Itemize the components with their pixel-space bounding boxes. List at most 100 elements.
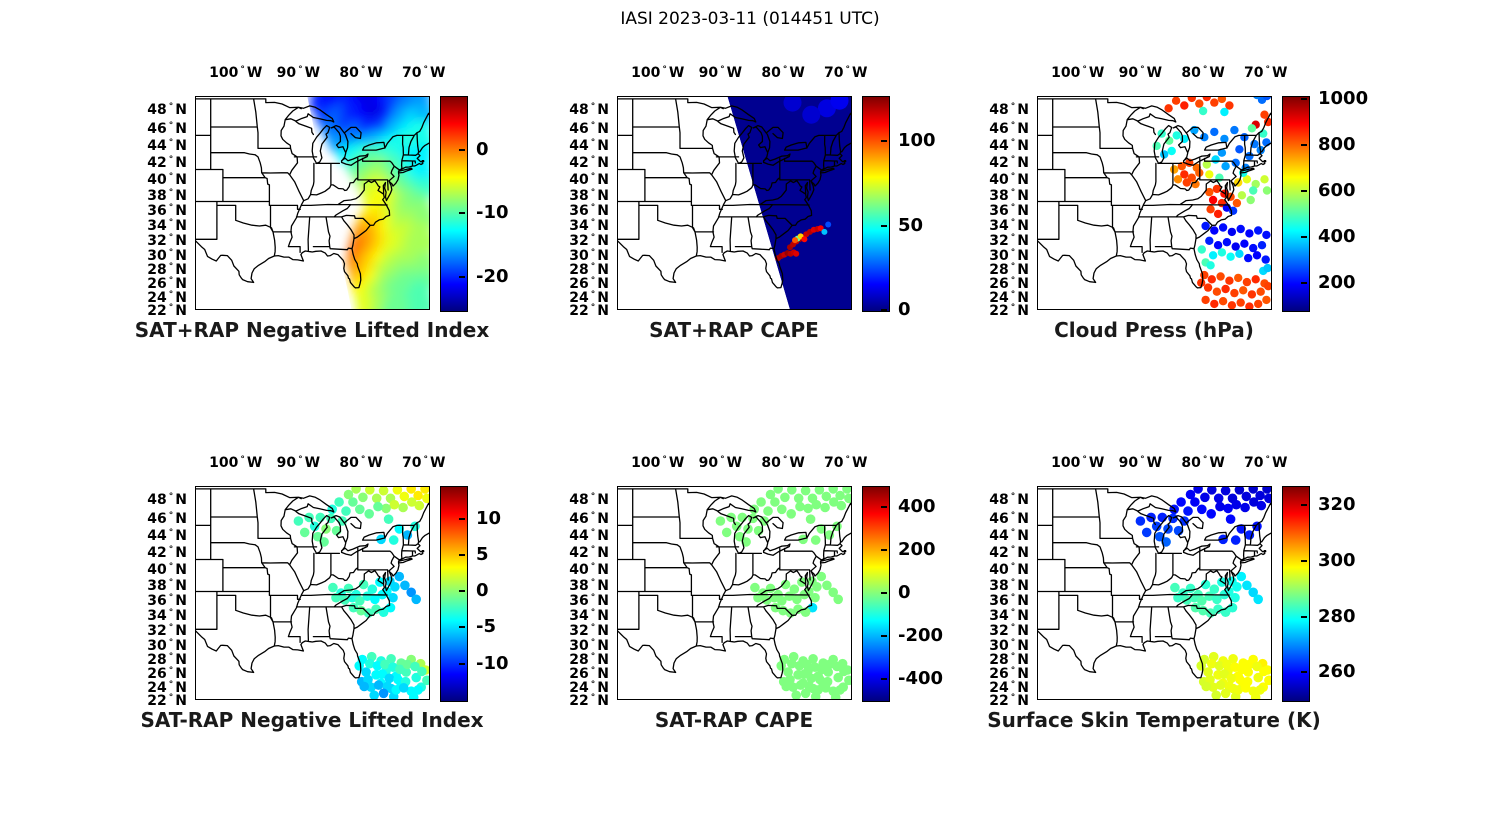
degree-symbol: °	[590, 155, 596, 166]
map-frame	[617, 486, 852, 700]
data-scatter-layer	[1135, 486, 1272, 700]
lat-tick-label: 26 ° N	[569, 666, 609, 683]
degree-symbol: °	[590, 171, 596, 182]
lat-tick-label: 24 ° N	[989, 289, 1029, 306]
lat-tick-label: 38 ° N	[147, 187, 187, 204]
lat-tick-label: 46 ° N	[147, 510, 187, 527]
lat-tick-label: 26 ° N	[147, 666, 187, 683]
lat-tick-label: 26 ° N	[989, 666, 1029, 683]
data-scatter-layer	[293, 486, 430, 700]
colorbar-tick-mark	[881, 592, 887, 594]
colorbar-tick-label: 300	[1318, 550, 1356, 572]
degree-symbol: °	[1010, 187, 1016, 198]
lat-tick-label: 44 ° N	[147, 138, 187, 155]
colorbar-tick-label: 200	[898, 539, 936, 561]
lat-tick-label: 38 ° N	[569, 187, 609, 204]
lat-tick-label: 30 ° N	[569, 247, 609, 264]
lat-tick-label: 28 ° N	[147, 652, 187, 669]
colorbar-tick-mark	[459, 149, 465, 152]
panel-title: SAT-RAP Negative Lifted Index	[140, 708, 484, 732]
state-boundaries	[195, 98, 430, 289]
degree-symbol: °	[782, 455, 788, 465]
degree-symbol: °	[1265, 455, 1270, 465]
lat-tick-label: 48 ° N	[147, 102, 187, 119]
degree-symbol: °	[1010, 637, 1016, 648]
colorbar	[440, 486, 468, 702]
lat-tick-label: 28 ° N	[989, 652, 1029, 669]
degree-symbol: °	[168, 233, 174, 244]
lat-tick-label: 34 ° N	[569, 608, 609, 625]
degree-symbol: °	[1010, 262, 1016, 273]
lat-tick-label: 48 ° N	[569, 102, 609, 119]
degree-symbol: °	[168, 203, 174, 214]
degree-symbol: °	[168, 593, 174, 604]
colorbar-tick-mark	[1301, 144, 1307, 147]
degree-symbol: °	[1010, 303, 1016, 314]
degree-symbol: °	[1010, 233, 1016, 244]
degree-symbol: °	[423, 455, 428, 465]
degree-symbol: °	[720, 65, 725, 75]
degree-symbol: °	[590, 637, 596, 648]
degree-symbol: °	[168, 679, 174, 690]
degree-symbol: °	[590, 247, 596, 258]
lon-tick-label: 100 ° W	[209, 65, 263, 81]
degree-symbol: °	[168, 218, 174, 229]
degree-symbol: °	[1202, 65, 1208, 75]
lat-tick-label: 42 ° N	[989, 155, 1029, 172]
degree-symbol: °	[1010, 120, 1016, 131]
lat-tick-label: 34 ° N	[989, 218, 1029, 235]
degree-symbol: °	[298, 65, 303, 75]
degree-symbol: °	[168, 187, 174, 198]
lat-tick-label: 36 ° N	[569, 203, 609, 220]
lon-tick-label: 100 ° W	[209, 455, 263, 471]
degree-symbol: °	[590, 262, 596, 273]
degree-symbol: °	[1010, 623, 1016, 634]
degree-symbol: °	[1082, 65, 1087, 75]
lat-tick-label: 36 ° N	[147, 203, 187, 220]
degree-symbol: °	[1010, 138, 1016, 149]
colorbar-tick-mark	[459, 275, 465, 278]
colorbar-tick-mark	[1301, 190, 1307, 193]
lat-tick-label: 48 ° N	[147, 492, 187, 509]
degree-symbol: °	[1010, 652, 1016, 663]
panel-surface-skin-temp: 100 ° W 90 ° W 80 ° W 70 ° W 48 ° N 46 ° N 44 ° N 42 ° N 40 ° N 38 °…	[987, 455, 1355, 732]
degree-symbol: °	[168, 102, 174, 113]
data-scatter-layer	[1152, 96, 1272, 310]
colorbar-tick-label: 0	[898, 299, 911, 320]
colorbar	[1282, 96, 1310, 312]
colorbar	[862, 96, 890, 312]
degree-symbol: °	[590, 203, 596, 214]
degree-symbol: °	[590, 577, 596, 588]
colorbar-tick-label: 1000	[1318, 88, 1369, 109]
degree-symbol: °	[590, 666, 596, 677]
lat-tick-label: 24 ° N	[569, 679, 609, 696]
colorbar-tick-label: 50	[898, 214, 924, 236]
degree-symbol: °	[590, 593, 596, 604]
lat-tick-label: 46 ° N	[989, 120, 1029, 137]
lat-tick-label: 40 ° N	[989, 561, 1029, 578]
degree-symbol: °	[590, 289, 596, 300]
lat-tick-label: 44 ° N	[569, 528, 609, 545]
panel-satminusrap-cape: 100 ° W 90 ° W 80 ° W 70 ° W 48 ° N 46 ° N 44 ° N 42 ° N 40 ° N 38 °…	[569, 455, 943, 732]
degree-symbol: °	[662, 455, 667, 465]
lat-tick-label: 48 ° N	[989, 492, 1029, 509]
degree-symbol: °	[1010, 561, 1016, 572]
degree-symbol: °	[1010, 102, 1016, 113]
degree-symbol: °	[168, 666, 174, 677]
lat-tick-label: 42 ° N	[989, 545, 1029, 562]
lat-tick-label: 46 ° N	[989, 510, 1029, 527]
degree-symbol: °	[168, 492, 174, 503]
colorbar-tick-mark	[1301, 671, 1307, 674]
degree-symbol: °	[1010, 492, 1016, 503]
lat-tick-label: 46 ° N	[569, 510, 609, 527]
degree-symbol: °	[168, 528, 174, 539]
map-surface-skin-temp	[1037, 486, 1272, 700]
degree-symbol: °	[590, 303, 596, 314]
degree-symbol: °	[1010, 276, 1016, 287]
lat-tick-label: 36 ° N	[569, 593, 609, 610]
data-swath-layer	[309, 96, 430, 310]
panel-title: SAT+RAP Negative Lifted Index	[134, 318, 490, 342]
colorbar-tick-label: 400	[898, 496, 936, 518]
colorbar-tick-mark	[1301, 97, 1307, 100]
